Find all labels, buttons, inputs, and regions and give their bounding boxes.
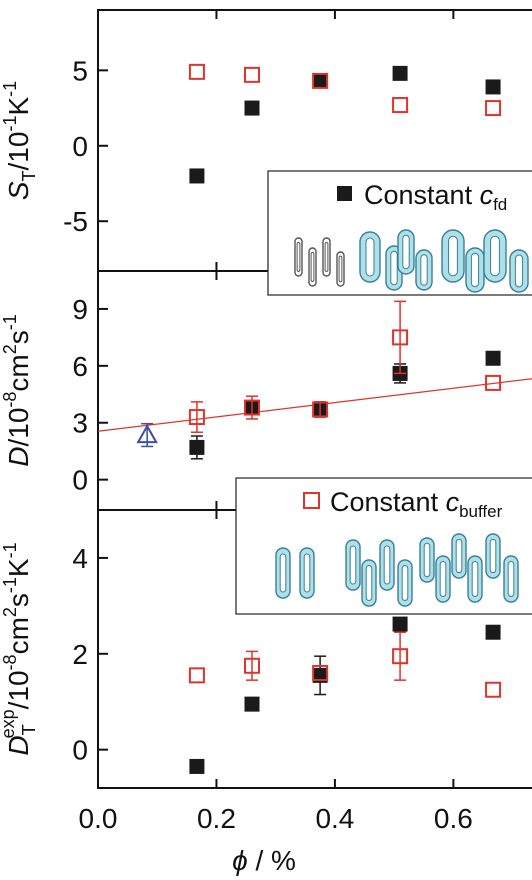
legend-marker-open-square <box>303 492 320 509</box>
y-tick-label: 6 <box>72 351 88 382</box>
rod-icon <box>485 533 501 579</box>
data-point-open-square <box>244 657 260 674</box>
rod-icon <box>435 555 451 603</box>
data-point-open-square <box>188 667 205 684</box>
data-point-filled-square <box>189 758 205 774</box>
data-point-open-square <box>485 681 502 698</box>
x-tick-label: 0.0 <box>79 803 118 834</box>
legend-label-cfd: Constant cfd <box>364 180 507 214</box>
rod-icon <box>467 555 483 603</box>
y-tick-label: 0 <box>72 465 88 496</box>
y-axis-label: DTexp/10-8cm2s-1K-1 <box>0 542 39 755</box>
data-point-open-square <box>392 97 409 114</box>
rod-icon <box>397 229 415 275</box>
data-point-open-square <box>188 409 205 426</box>
x-tick-label: 0.6 <box>434 803 473 834</box>
rod-icon <box>294 237 303 277</box>
data-point-open-square <box>392 648 409 665</box>
data-point-open-square <box>312 72 329 89</box>
rod-icon <box>509 249 529 293</box>
legend-box-constant-cbuffer: Constant cbuffer <box>235 477 532 615</box>
rod-icon <box>308 247 317 287</box>
fit-line <box>97 378 532 432</box>
data-point-open-triangle <box>136 424 158 444</box>
y-tick-label: -5 <box>63 206 88 237</box>
data-point-filled-square <box>485 79 501 95</box>
rod-icon <box>322 237 331 277</box>
data-point-open-square <box>188 63 205 80</box>
data-point-open-square <box>244 399 260 416</box>
data-point-filled-square <box>485 350 501 366</box>
data-point-filled-square <box>392 616 408 632</box>
y-tick-label: 9 <box>72 294 88 325</box>
rod-icon <box>336 251 345 287</box>
rod-icon <box>415 249 433 291</box>
rod-icon <box>441 229 465 283</box>
y-tick-label: 4 <box>72 543 88 574</box>
data-point-open-square <box>485 100 502 117</box>
data-point-open-square <box>392 329 409 346</box>
legend-box-constant-cfd: Constant cfd <box>267 170 532 296</box>
panel-2: 0 3 6 9 D/10-8cm2s-1 <box>0 270 532 511</box>
data-point-filled-square <box>312 73 328 89</box>
panel-frame <box>97 270 532 511</box>
y-axis-label: ST/10-1K-1 <box>0 81 39 200</box>
data-point-open-square <box>312 401 329 418</box>
panel-3: 0 2 4 DTexp/10-8cm2s-1K-1 <box>0 509 532 789</box>
y-tick-label: 0 <box>72 131 88 162</box>
y-tick-label: 2 <box>72 639 88 670</box>
rod-illustration-fd <box>294 229 529 293</box>
data-point-filled-square <box>485 624 501 640</box>
data-point-filled-square <box>244 696 260 712</box>
rod-icon <box>361 559 377 607</box>
rod-icon <box>451 533 467 579</box>
rod-icon <box>379 539 395 591</box>
rod-illustration-buffer <box>275 533 519 607</box>
data-point-filled-square <box>244 100 260 116</box>
legend-marker-filled-square <box>337 186 352 201</box>
rod-icon <box>397 559 413 607</box>
data-point-filled-square <box>189 439 205 455</box>
rod-icon <box>299 547 315 599</box>
rod-icon <box>503 555 519 603</box>
data-point-filled-square <box>392 65 408 81</box>
y-tick-label: 5 <box>72 55 88 86</box>
rod-icon <box>465 247 485 293</box>
data-point-open-square <box>244 66 260 83</box>
rod-icon <box>419 537 435 583</box>
x-tick-label: 0.4 <box>315 803 354 834</box>
data-point-filled-square <box>189 168 205 184</box>
rod-icon <box>359 231 381 283</box>
y-axis-label: D/10-8cm2s-1 <box>0 314 34 467</box>
data-point-open-square <box>312 664 329 681</box>
y-tick-label: 3 <box>72 408 88 439</box>
rod-icon <box>275 547 291 599</box>
x-axis-label: ϕ / % <box>232 845 296 876</box>
x-tick-label: 0.2 <box>197 803 236 834</box>
rod-icon <box>345 539 361 591</box>
legend-label-cbuffer: Constant cbuffer <box>330 487 503 521</box>
y-tick-label: 0 <box>72 735 88 766</box>
rod-icon <box>483 229 507 283</box>
data-point-open-square <box>485 374 502 391</box>
